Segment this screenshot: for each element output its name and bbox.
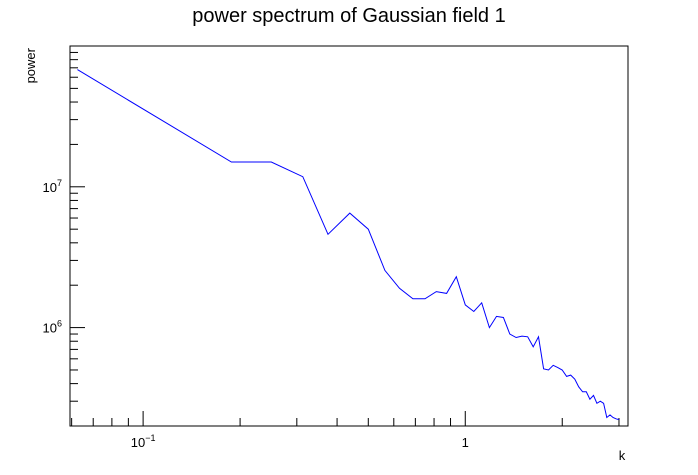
series-line	[77, 69, 620, 421]
chart-title: power spectrum of Gaussian field 1	[192, 5, 506, 27]
y-tick-label: 106	[43, 319, 62, 336]
plot-frame	[69, 45, 629, 427]
x-tick-label: 10−1	[131, 433, 156, 450]
y-axis-label: power	[23, 47, 38, 83]
x-tick-label: 1	[462, 435, 469, 450]
y-axis-tick-labels: 106 107	[43, 178, 62, 336]
y-tick-label: 107	[43, 178, 62, 195]
x-axis-ticks	[71, 411, 620, 426]
y-axis-ticks	[70, 45, 85, 427]
x-axis-label: k	[619, 448, 626, 463]
x-axis-tick-labels: 10−1 1	[131, 433, 469, 450]
